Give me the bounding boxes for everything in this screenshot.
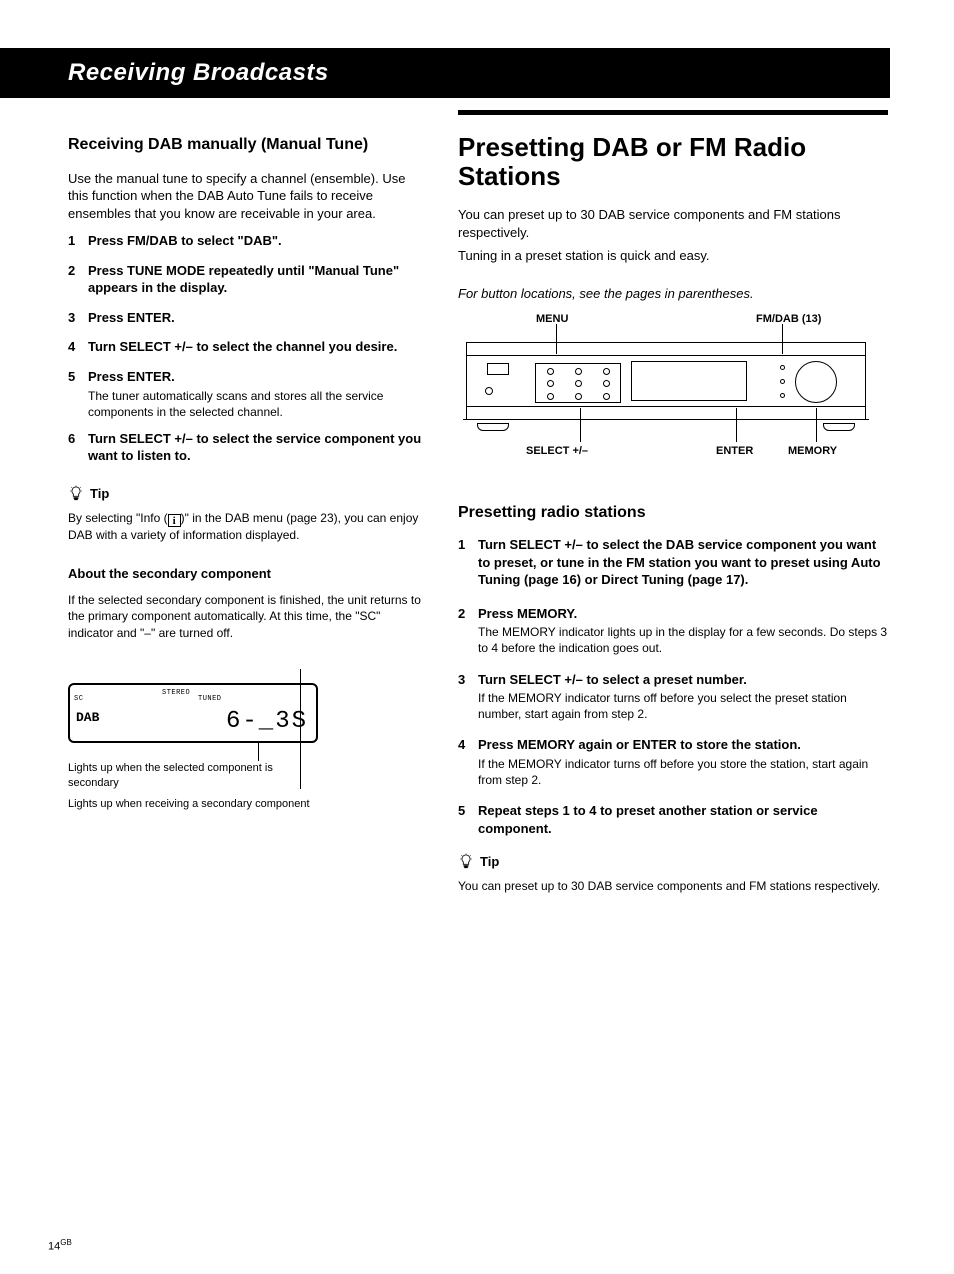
right-lead: You can preset up to 30 DAB service comp… (458, 206, 890, 241)
display-note-title: About the secondary component (68, 566, 271, 581)
right-tip-text: You can preset up to 30 DAB service comp… (458, 878, 890, 894)
step-item: 2 Press TUNE MODE repeatedly until "Manu… (68, 262, 428, 299)
button-grid (535, 363, 621, 403)
power-button (487, 363, 509, 375)
lcd-illustration: STEREO TUNED SC DAB 6-_3S Lights up when… (68, 669, 318, 853)
right-sub: Tuning in a preset station is quick and … (458, 247, 890, 265)
select-dial (795, 361, 837, 403)
page-number: 14GB (48, 1238, 72, 1255)
step-item: 3 Press ENTER. (68, 309, 428, 329)
left-heading: Receiving DAB manually (Manual Tune) (68, 134, 428, 156)
tip-label: Tip (90, 486, 109, 501)
diagram-label-enter: ENTER (716, 444, 753, 459)
tip-row: Tip (68, 485, 428, 506)
step-item: 3 Turn SELECT +/– to select a preset num… (458, 671, 890, 723)
horizontal-rule (458, 110, 888, 115)
right-directions: For button locations, see the pages in p… (458, 285, 890, 303)
step-item: 5 Repeat steps 1 to 4 to preset another … (458, 802, 890, 839)
lcd-digits: 6-_3S (226, 706, 308, 738)
light-bulb-icon (68, 485, 90, 506)
lcd-frame: STEREO TUNED SC DAB 6-_3S (68, 683, 318, 743)
left-column: Receiving DAB manually (Manual Tune) Use… (68, 134, 428, 853)
annot-dash: Lights up when the selected component is… (68, 761, 316, 791)
step-item: 6 Turn SELECT +/– to select the service … (68, 430, 428, 467)
section-header-title: Receiving Broadcasts (68, 57, 329, 89)
step-item: 1 Turn SELECT +/– to select the DAB serv… (458, 536, 890, 591)
power-led (485, 387, 493, 395)
annot-sc: Lights up when receiving a secondary com… (68, 797, 316, 812)
front-panel-diagram: MENU FM/DAB (13) SELECT + (466, 312, 866, 482)
tip-text: By selecting "Info (i)" in the DAB menu … (68, 510, 428, 543)
diagram-label-memory: MEMORY (788, 444, 837, 459)
left-intro: Use the manual tune to specify a channel… (68, 170, 428, 223)
tip-label: Tip (480, 854, 499, 869)
light-bulb-icon (458, 853, 480, 874)
tuner-lcd (631, 361, 747, 401)
diagram-label-select: SELECT +/– (526, 444, 588, 459)
step-item: 5 Press ENTER. The tuner automatically s… (68, 368, 428, 420)
right-heading: Presetting DAB or FM Radio Stations (458, 133, 890, 190)
tuner-body (466, 342, 866, 420)
step-item: 4 Press MEMORY again or ENTER to store t… (458, 736, 890, 788)
step-item: 4 Turn SELECT +/– to select the channel … (68, 338, 428, 358)
tip-row: Tip (458, 853, 890, 874)
info-icon: i (168, 514, 181, 527)
step-item: 1 Press FM/DAB to select "DAB". (68, 232, 428, 252)
display-note-body: If the selected secondary component is f… (68, 592, 428, 641)
diagram-label-fmdab: FM/DAB (13) (756, 312, 821, 327)
diagram-label-menu: MENU (536, 312, 568, 327)
step-item: 2 Press MEMORY. The MEMORY indicator lig… (458, 605, 890, 657)
right-subheading: Presetting radio stations (458, 502, 890, 524)
section-header-bar: Receiving Broadcasts (0, 48, 890, 98)
right-column: Presetting DAB or FM Radio Stations You … (458, 110, 890, 894)
